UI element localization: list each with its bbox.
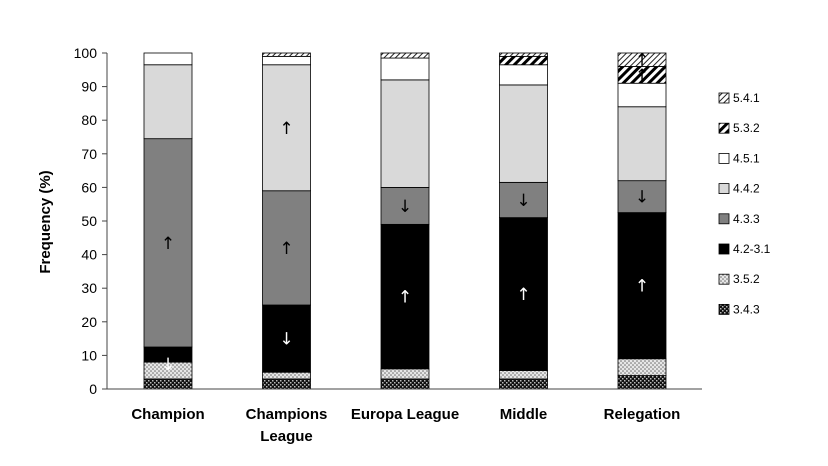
x-tick-label-middle: Middle (500, 406, 548, 423)
arrow-europa-league-4-3-3: ↓ (398, 197, 412, 217)
arrow-relegation-5-4-1: ↑ (635, 51, 649, 71)
bar-middle-4-4-2 (499, 84, 548, 183)
legend-swatch-5-3-2 (718, 122, 730, 134)
arrow-champion-4-3-3: ↑ (161, 234, 175, 254)
y-tick-label: 40 (81, 247, 97, 263)
x-tick-label-champions-league: Champions League (246, 406, 328, 445)
legend-label-4-4-2: 4.4.2 (733, 182, 760, 196)
y-axis: 0 10 20 30 40 50 60 70 80 90 100 (74, 45, 108, 397)
legend-label-3-5-2: 3.5.2 (733, 272, 760, 286)
legend-swatch-5-4-1 (718, 92, 730, 104)
arrow-annotations: ↑↓↑↑↓↓↑↓↑↓↑↑↑ (161, 51, 649, 375)
bars (143, 52, 667, 390)
legend-swatch-4-5-1 (718, 152, 730, 164)
arrow-middle-4-2-3-1: ↑ (516, 285, 530, 305)
bar-relegation-4-5-1 (617, 82, 667, 108)
bar-europa-league-4-2-3-1 (380, 223, 430, 370)
legend-swatch-4-4-2 (718, 183, 730, 195)
y-tick-label: 10 (81, 347, 97, 363)
legend-label-4-5-1: 4.5.1 (733, 151, 760, 165)
bar-champion-4-5-1 (143, 52, 193, 66)
arrow-relegation-5-3-2: ↑ (635, 66, 649, 86)
y-axis-label: Frequency (%) (37, 170, 54, 273)
bar-middle-5-4-1 (499, 52, 548, 57)
legend-label-3-4-3: 3.4.3 (733, 302, 760, 316)
y-tick-label: 0 (89, 381, 97, 397)
bar-middle-3-5-2 (499, 370, 548, 380)
bar-middle-3-4-3 (499, 378, 548, 390)
bar-champion-4-4-2 (143, 64, 193, 140)
legend-label-4-3-3: 4.3.3 (733, 212, 760, 226)
arrow-middle-4-3-3: ↓ (516, 191, 530, 211)
legend-swatch-3-5-2 (718, 273, 730, 285)
bar-champions-league-3-4-3 (262, 378, 311, 390)
y-tick-label: 60 (81, 179, 97, 195)
y-tick-label: 70 (81, 146, 97, 162)
y-tick-label: 90 (81, 79, 97, 95)
bar-europa-league-3-5-2 (380, 368, 430, 380)
bar-champions-league-4-5-1 (262, 55, 311, 66)
bar-champions-league-5-4-1 (262, 52, 311, 57)
legend-swatch-4-2-3-1 (718, 243, 730, 255)
y-tick-label: 30 (81, 280, 97, 296)
y-tick-label: 50 (81, 213, 97, 229)
bar-relegation-4-2-3-1 (617, 212, 667, 360)
bar-europa-league-5-4-1 (380, 52, 430, 59)
legend-swatch-3-4-3 (718, 303, 730, 315)
arrow-europa-league-4-2-3-1: ↑ (398, 288, 412, 308)
x-tick-label-relegation: Relegation (604, 406, 681, 423)
y-tick-label: 100 (74, 45, 98, 61)
bar-relegation-3-5-2 (617, 358, 667, 376)
legend-label-5-3-2: 5.3.2 (733, 121, 760, 135)
bar-middle-4-2-3-1 (499, 217, 548, 371)
bar-champions-league-3-5-2 (262, 371, 311, 380)
arrow-relegation-4-2-3-1: ↑ (635, 277, 649, 297)
bar-middle-5-3-2 (499, 55, 548, 66)
arrow-champions-league-4-2-3-1: ↓ (279, 330, 293, 350)
legend: 5.4.1 5.3.2 4.5.1 4.4.2 4.3.3 4.2-3.1 3.5.2 3.4… (718, 91, 771, 316)
arrow-champion-4-2-3-1: ↓ (161, 355, 175, 375)
bar-europa-league-4-4-2 (380, 79, 430, 188)
legend-label-4-2-3-1: 4.2-3.1 (733, 242, 771, 256)
arrow-relegation-4-3-3: ↓ (635, 188, 649, 208)
bar-champions-league-4-4-2 (262, 64, 311, 192)
bar-relegation-3-4-3 (617, 375, 667, 390)
bar-europa-league-4-5-1 (380, 57, 430, 81)
y-tick-label: 80 (81, 112, 97, 128)
legend-swatch-4-3-3 (718, 213, 730, 225)
bar-europa-league-4-3-3 (380, 186, 430, 225)
bar-europa-league-3-4-3 (380, 378, 430, 390)
x-axis: Champion Champions League Europa League Midd… (107, 388, 702, 445)
bar-relegation-4-4-2 (617, 106, 667, 182)
legend-label-5-4-1: 5.4.1 (733, 91, 760, 105)
arrow-champions-league-4-4-2: ↑ (279, 119, 293, 139)
x-tick-label-europa-league: Europa League (351, 406, 459, 423)
bar-champion-3-4-3 (143, 378, 193, 390)
bar-relegation-5-4-1 (617, 52, 667, 67)
x-tick-label-champion: Champion (131, 406, 204, 423)
bar-relegation-4-3-3 (617, 180, 667, 213)
bar-middle-4-5-1 (499, 64, 548, 86)
arrow-champions-league-4-3-3: ↑ (279, 239, 293, 259)
y-tick-label: 20 (81, 314, 97, 330)
